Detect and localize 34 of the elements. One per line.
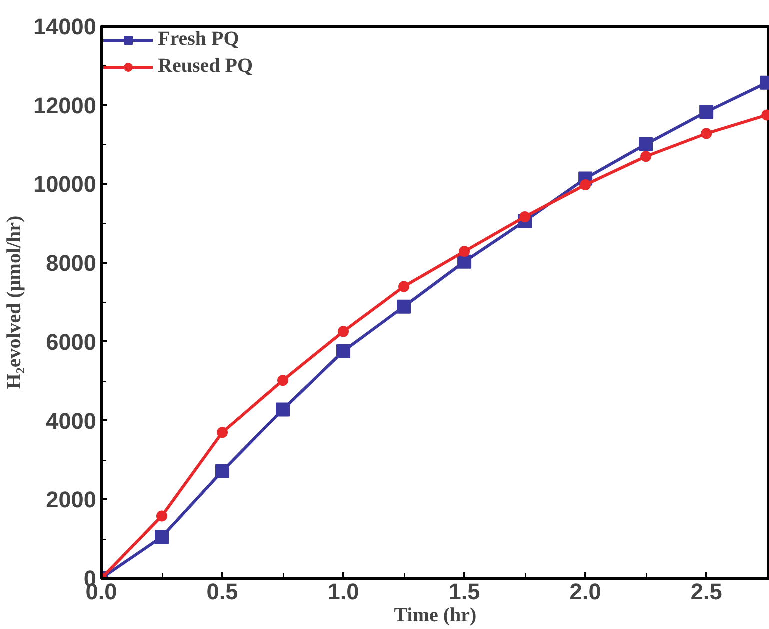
point <box>398 281 410 292</box>
point <box>640 151 652 162</box>
y-tick-label: 12000 <box>34 92 97 118</box>
point <box>458 254 472 269</box>
point <box>216 464 230 478</box>
x-tick-label: 2.0 <box>570 578 602 604</box>
y-tick-label: 2000 <box>46 486 97 513</box>
point <box>217 427 228 438</box>
point <box>459 246 470 258</box>
point <box>155 530 170 544</box>
point <box>276 402 290 417</box>
point <box>397 300 412 314</box>
legend-label: Reused PQ <box>158 55 253 78</box>
point <box>338 326 350 338</box>
x-tick-label: 0.5 <box>206 578 238 604</box>
point <box>700 105 714 120</box>
point <box>278 375 289 386</box>
x-axis-title: Time (hr) <box>394 604 477 626</box>
point <box>580 180 592 190</box>
y-tick-label: 6000 <box>46 328 97 355</box>
x-tick-label: 1.5 <box>448 578 480 604</box>
y-tick-label: 4000 <box>46 408 97 434</box>
point <box>701 128 712 140</box>
y-tick-label: 10000 <box>34 171 97 198</box>
y-tick-label: 8000 <box>46 250 97 276</box>
x-tick-label: 2.5 <box>690 578 722 604</box>
point <box>156 510 168 522</box>
legend-label: Fresh PQ <box>158 28 240 51</box>
y-axis-title: H₂evolved (μmol/hr) <box>4 216 26 390</box>
x-tick-label: 1.0 <box>328 578 360 604</box>
point <box>336 344 351 358</box>
y-tick-label: 14000 <box>34 14 97 40</box>
point <box>520 211 531 222</box>
point <box>639 137 654 152</box>
